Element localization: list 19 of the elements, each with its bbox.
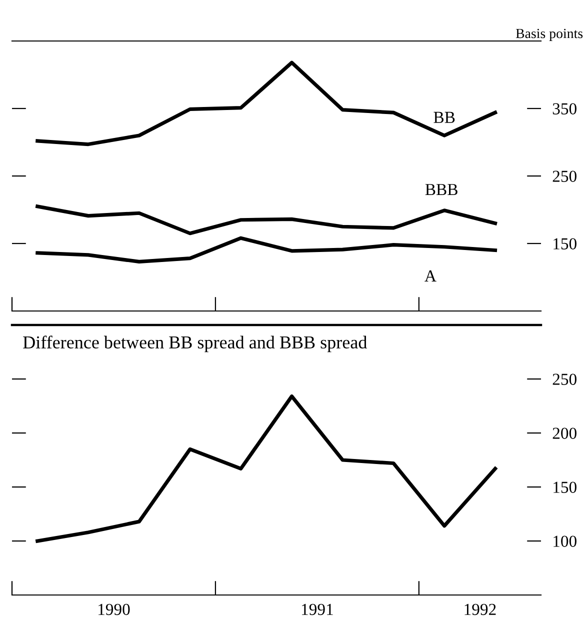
x-tick-label: 1990 xyxy=(98,604,130,616)
line-series xyxy=(36,204,498,236)
line-series xyxy=(36,236,498,264)
text: Difference between BB spread and BBB spread xyxy=(23,336,367,352)
series-label: BB xyxy=(434,112,455,123)
line-series xyxy=(36,60,498,146)
x-tick-label: 1992 xyxy=(464,604,496,616)
y-tick-label: 250 xyxy=(552,170,576,182)
series-label: BBB xyxy=(425,184,458,196)
y-tick-label: 200 xyxy=(552,428,576,439)
y-tick-label: 150 xyxy=(554,238,576,250)
y-tick-label: 250 xyxy=(552,374,576,385)
y-tick-label: 100 xyxy=(554,536,576,547)
y-axis-title: Basis points xyxy=(516,28,583,41)
y-tick-label: 350 xyxy=(552,103,576,114)
line-series xyxy=(36,394,498,543)
x-tick-label: 1991 xyxy=(302,604,333,616)
series-label: A xyxy=(424,270,436,282)
y-tick-label: 150 xyxy=(554,482,576,493)
